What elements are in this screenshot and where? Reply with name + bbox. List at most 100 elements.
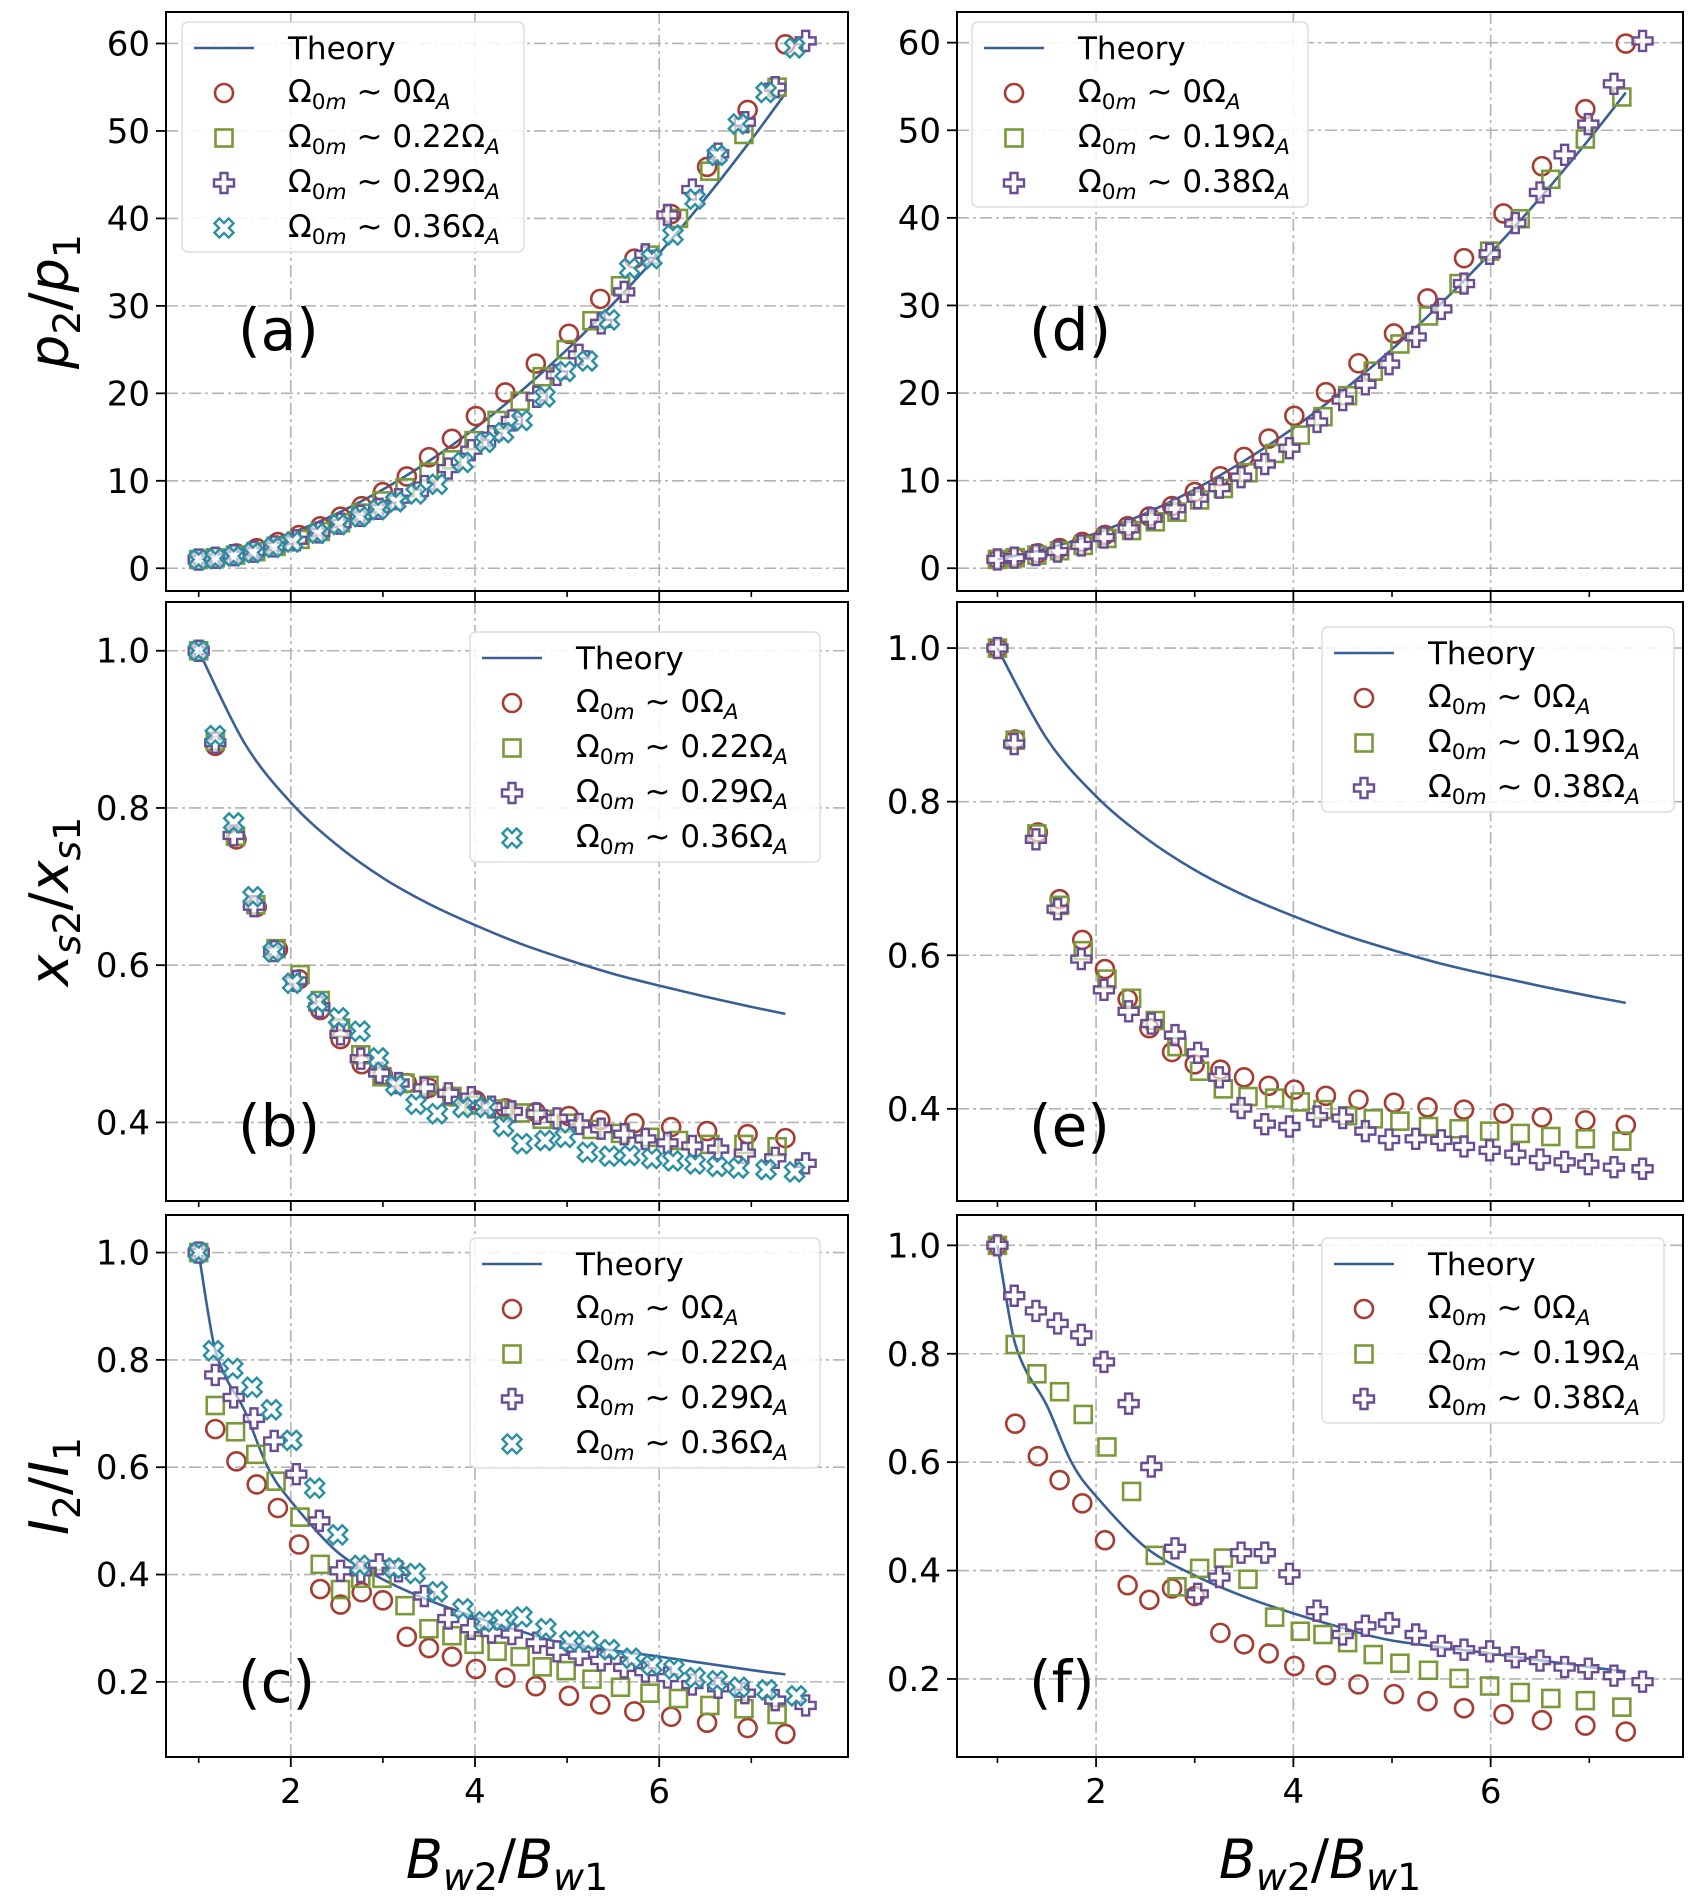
- circle-point: [1383, 323, 1405, 344]
- y-tick-label: 30: [898, 286, 941, 326]
- legend-series-label: Ω0m​ ~ 0.19ΩA​: [1428, 1335, 1640, 1376]
- subscript: 0m: [1102, 135, 1137, 160]
- circle-point: [246, 1474, 268, 1495]
- theory-line: [197, 650, 786, 1016]
- subscript-char: A: [1623, 785, 1640, 810]
- subscript: A: [771, 1441, 788, 1466]
- plus-point: [545, 1640, 569, 1663]
- subscript: A: [1623, 740, 1640, 765]
- x-point: [533, 1129, 557, 1152]
- value: ~ 0.22: [347, 119, 462, 155]
- subscript-char: A: [722, 700, 739, 725]
- omega: Ω: [412, 74, 436, 110]
- square-point: [610, 1677, 631, 1698]
- panel-label: (b): [238, 1092, 320, 1160]
- x-point: [327, 513, 350, 536]
- subscript-char: 1: [45, 1437, 89, 1461]
- legend-circle-swatch: [1353, 1298, 1375, 1320]
- omega: Ω: [1078, 119, 1102, 155]
- symbol: x: [18, 953, 81, 988]
- plus-point: [1377, 1128, 1401, 1151]
- x-tick-label: 6: [648, 1772, 670, 1812]
- plus-point: [1331, 1623, 1354, 1646]
- circle-point: [1531, 1709, 1553, 1731]
- omega: Ω: [1601, 1380, 1625, 1416]
- y-tick-label: 0.4: [96, 1556, 150, 1596]
- x-point: [472, 1610, 496, 1634]
- omega: Ω: [576, 1380, 600, 1416]
- x-point: [705, 1155, 729, 1178]
- subscript: 1: [45, 234, 89, 258]
- legend-x-swatch: [212, 216, 236, 240]
- subscript-char: 0: [1452, 785, 1466, 810]
- circle-point: [418, 1637, 440, 1659]
- y-tick-label: 0.4: [887, 1090, 941, 1130]
- subscript-char: 0: [312, 135, 326, 160]
- plus-point: [1024, 828, 1048, 851]
- omega: Ω: [1428, 1380, 1452, 1416]
- legend-series-label: Ω0m​ ~ 0ΩA​: [576, 1290, 739, 1331]
- square-point: [1167, 1577, 1187, 1597]
- x-point: [598, 308, 621, 332]
- legend-square-swatch: [502, 738, 522, 758]
- subscript: 0m: [1452, 785, 1487, 810]
- legend-box: [1321, 626, 1675, 813]
- subscript-char: A: [1623, 1351, 1640, 1376]
- circle-point: [1417, 1690, 1438, 1712]
- legend-plus-swatch: [500, 1387, 524, 1411]
- circle-point: [1453, 247, 1475, 269]
- x-point: [754, 81, 778, 104]
- subscript-char: 2: [45, 911, 89, 935]
- omega: Ω: [576, 1335, 600, 1371]
- square-point: [1097, 1437, 1117, 1457]
- plus-point: [1528, 1649, 1552, 1672]
- x-point: [510, 409, 534, 432]
- plus-point: [1528, 1148, 1552, 1171]
- x-point: [241, 885, 265, 909]
- circle-point: [330, 1594, 351, 1615]
- y-tick-label: 1.0: [887, 629, 941, 669]
- plus-point: [349, 1047, 372, 1070]
- circle-point: [558, 1685, 580, 1707]
- x-point: [728, 1675, 751, 1699]
- subscript-char: m: [614, 835, 635, 860]
- plus-point: [525, 1102, 548, 1125]
- plus-point: [567, 1112, 591, 1136]
- circle-point: [288, 1534, 310, 1555]
- x-point: [204, 724, 227, 747]
- subscript: A: [771, 745, 788, 770]
- y-tick-label: 30: [107, 287, 150, 327]
- x-point: [705, 1669, 729, 1693]
- plus-point: [1003, 546, 1026, 569]
- subscript: 0m: [600, 790, 635, 815]
- plus-point: [567, 1643, 591, 1667]
- subscript-char: m: [614, 1306, 635, 1331]
- x-tick-label: 2: [1085, 1772, 1107, 1812]
- omega: Ω: [749, 819, 773, 855]
- plus-point: [525, 1631, 548, 1654]
- axes-frame: [956, 11, 1684, 592]
- plus-point: [794, 29, 817, 53]
- legend-series-label: Ω0m​ ~ 0ΩA​: [288, 74, 451, 115]
- symbol: p: [18, 258, 81, 293]
- subscript: 0m: [312, 135, 347, 160]
- square-point: [1541, 1688, 1561, 1709]
- plus-point: [1278, 1562, 1301, 1586]
- subscript-char: 1: [1397, 1855, 1421, 1897]
- axes-frame: [165, 11, 849, 592]
- x-point: [492, 1115, 515, 1138]
- square-point: [266, 1471, 286, 1491]
- circle-point: [1417, 1097, 1438, 1118]
- value: ~ 0.29: [635, 774, 750, 810]
- square-point: [1290, 1621, 1311, 1642]
- plus-point: [1140, 1012, 1163, 1035]
- plus-point: [1452, 1135, 1476, 1158]
- circle-point: [1315, 381, 1337, 403]
- subscript: A: [1574, 1306, 1591, 1331]
- plus-point: [1577, 1152, 1600, 1176]
- plus-point: [437, 1082, 460, 1105]
- omega: Ω: [1601, 724, 1625, 760]
- circle-point: [1004, 1413, 1026, 1434]
